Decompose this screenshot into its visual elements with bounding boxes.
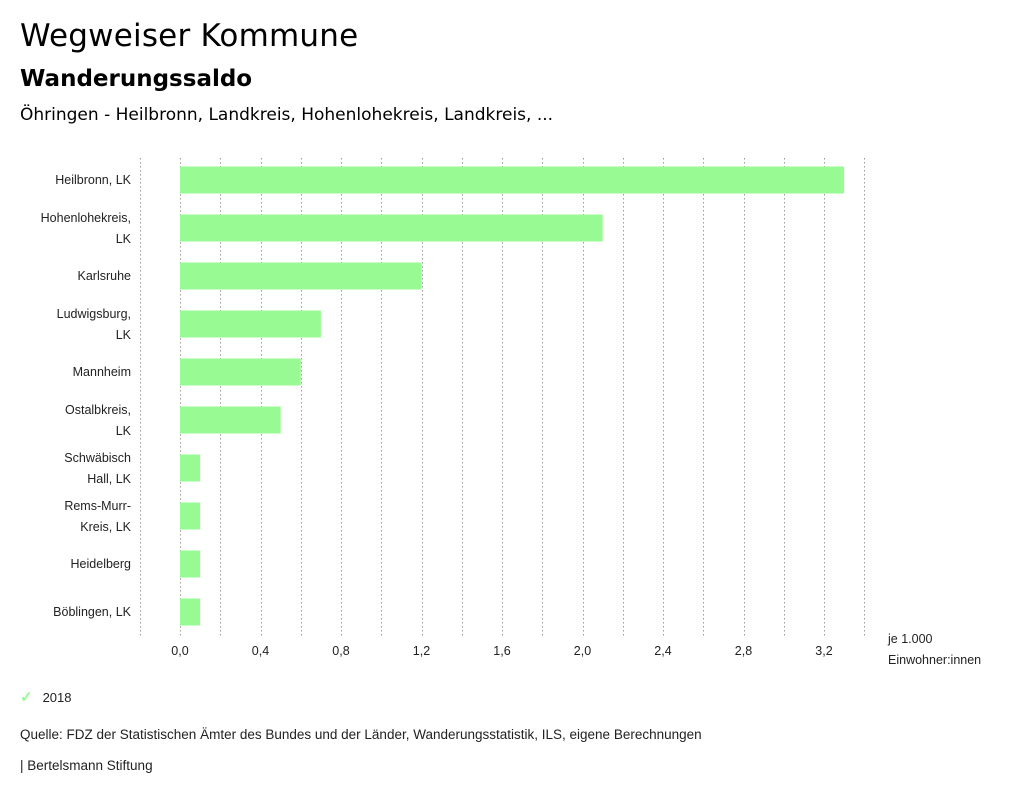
bar bbox=[180, 310, 321, 338]
category-label: Heilbronn, LK bbox=[55, 173, 131, 187]
category-label: Karlsruhe bbox=[78, 269, 132, 283]
category-label: Schwäbisch Hall, LK bbox=[64, 451, 131, 486]
category-label: Heidelberg bbox=[71, 557, 132, 571]
x-tick-label: 0,4 bbox=[252, 644, 269, 658]
bar bbox=[180, 262, 422, 290]
category-label: Ludwigsburg, LK bbox=[57, 307, 132, 342]
bar bbox=[180, 406, 281, 434]
bar bbox=[180, 502, 201, 530]
brand-credit: | Bertelsmann Stiftung bbox=[20, 758, 153, 773]
region-label: Öhringen - Heilbronn, Landkreis, Hohenlo… bbox=[20, 105, 554, 125]
x-tick-label: 2,4 bbox=[654, 644, 671, 658]
category-label: Mannheim bbox=[73, 365, 131, 379]
bar bbox=[180, 214, 603, 242]
legend[interactable]: ✓ 2018 bbox=[20, 688, 72, 706]
x-tick-label: 1,6 bbox=[493, 644, 510, 658]
bar-chart: Heilbronn, LK Hohenlohekreis, LK Karlsruhe L… bbox=[41, 158, 981, 667]
category-label: Rems-Murr-Kreis, LK bbox=[64, 499, 131, 534]
x-tick-label: 3,2 bbox=[815, 644, 832, 658]
bar bbox=[180, 454, 201, 482]
category-label: Ostalbkreis, LK bbox=[65, 403, 132, 438]
category-label: Hohenlohekreis, LK bbox=[41, 211, 132, 246]
x-tick-label: 2,8 bbox=[735, 644, 752, 658]
bar bbox=[180, 598, 201, 626]
bar bbox=[180, 550, 201, 578]
source-note: Quelle: FDZ der Statistischen Ämter des … bbox=[20, 727, 702, 742]
x-tick-label: 0,8 bbox=[332, 644, 349, 658]
category-label: Böblingen, LK bbox=[53, 605, 132, 619]
x-tick-label: 2,0 bbox=[574, 644, 591, 658]
bar bbox=[180, 166, 845, 194]
unit-label: je 1.000 Einwohner:innen bbox=[887, 632, 981, 667]
bar bbox=[180, 358, 301, 386]
checkmark-icon[interactable]: ✓ bbox=[20, 689, 33, 706]
x-tick-label: 1,2 bbox=[413, 644, 430, 658]
chart-subtitle: Wanderungssaldo bbox=[20, 66, 253, 92]
x-tick-label: 0,0 bbox=[171, 644, 188, 658]
chart-title: Wegweiser Kommune bbox=[20, 18, 359, 54]
legend-label: 2018 bbox=[42, 689, 72, 705]
